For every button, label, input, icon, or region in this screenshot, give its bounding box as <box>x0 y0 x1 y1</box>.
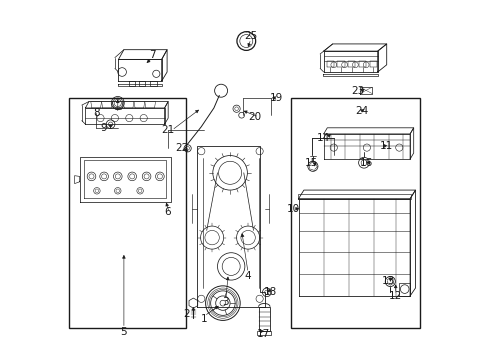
Text: 3: 3 <box>222 297 228 307</box>
Text: 9: 9 <box>101 123 107 133</box>
Text: 11: 11 <box>379 141 392 151</box>
Text: 18: 18 <box>263 287 277 297</box>
Text: 4: 4 <box>244 271 251 282</box>
Text: 22: 22 <box>175 143 188 153</box>
Text: 1: 1 <box>201 314 207 324</box>
Text: 15: 15 <box>304 158 317 168</box>
Text: 10: 10 <box>286 204 299 214</box>
Text: 20: 20 <box>248 112 262 122</box>
Bar <box>69 98 186 328</box>
Bar <box>290 98 419 328</box>
Text: 8: 8 <box>93 108 99 118</box>
Text: 2: 2 <box>183 309 189 319</box>
Text: 5: 5 <box>121 327 127 337</box>
Text: 21: 21 <box>161 125 174 135</box>
Text: 6: 6 <box>163 207 170 217</box>
Bar <box>257 331 271 335</box>
Text: 19: 19 <box>269 93 282 103</box>
Text: 13: 13 <box>381 276 394 286</box>
Text: 24: 24 <box>354 106 367 116</box>
Text: 25: 25 <box>244 31 257 41</box>
Bar <box>258 307 269 331</box>
Text: 14: 14 <box>316 132 330 143</box>
Text: 16: 16 <box>360 158 373 168</box>
Text: 7: 7 <box>149 50 156 60</box>
Text: 12: 12 <box>388 291 402 301</box>
Text: 23: 23 <box>350 86 364 96</box>
Text: 17: 17 <box>256 329 269 339</box>
